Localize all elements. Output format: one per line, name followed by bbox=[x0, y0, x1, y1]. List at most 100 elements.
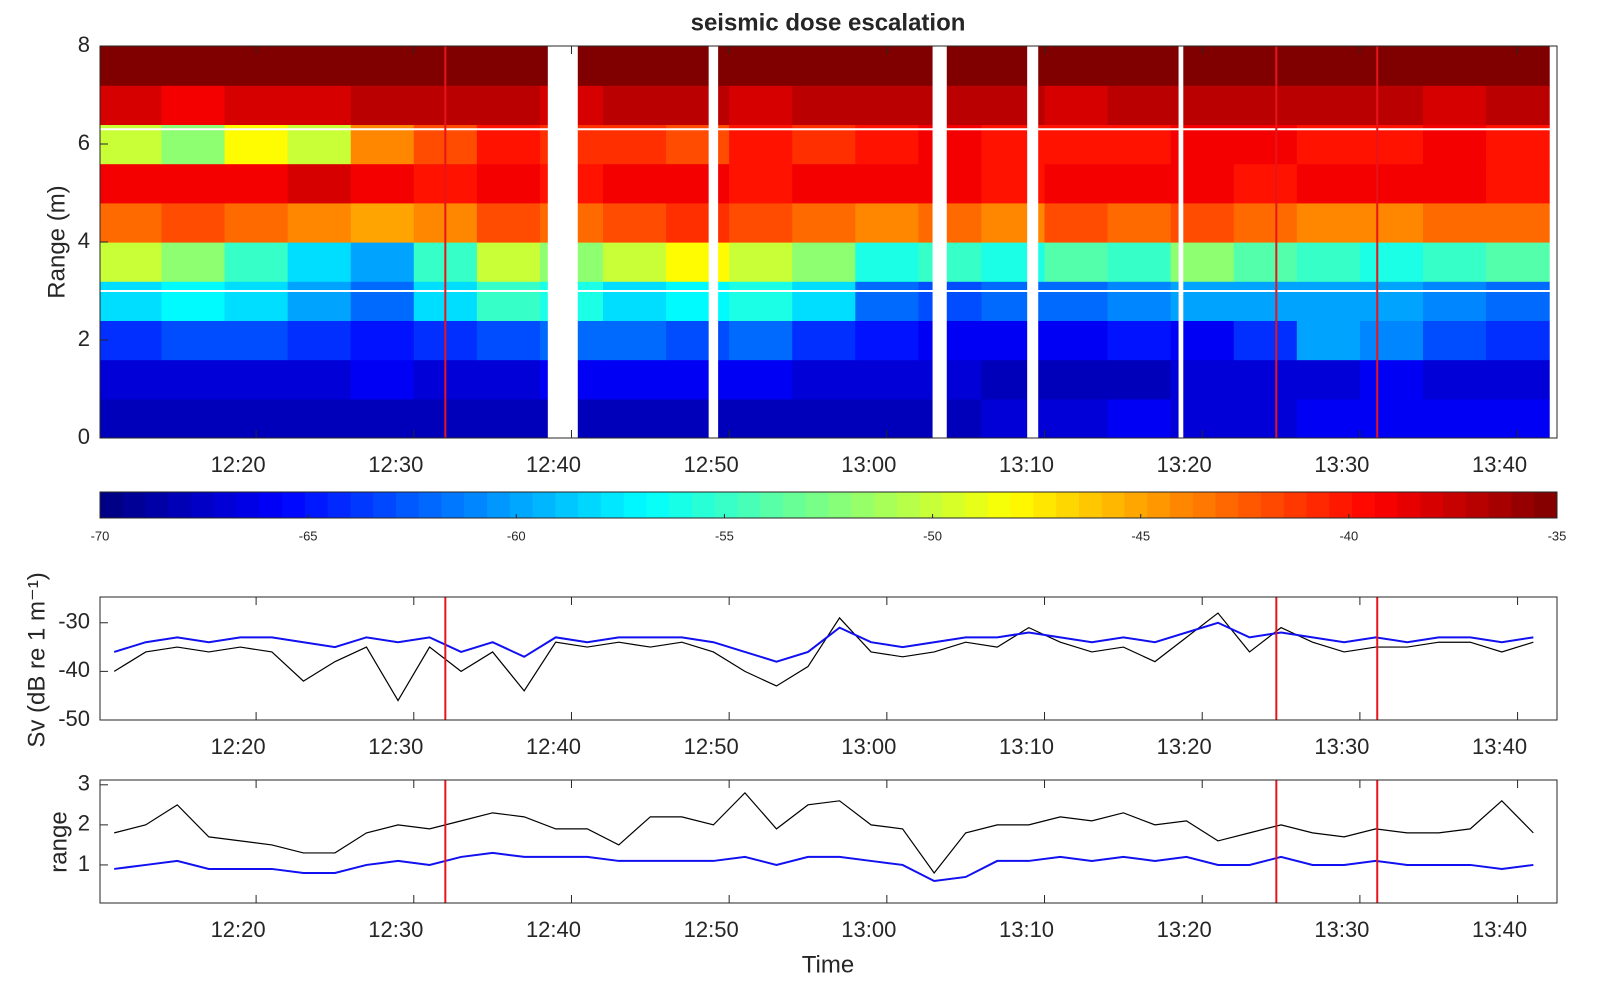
x-tick-label: 13:00 bbox=[841, 734, 896, 759]
colorbar-segment bbox=[1329, 492, 1353, 518]
y-tick-label: 8 bbox=[78, 32, 90, 57]
axes-frame bbox=[99, 779, 1558, 904]
heatmap-cell bbox=[603, 281, 667, 321]
heatmap-cell bbox=[1422, 124, 1487, 165]
heatmap-cell bbox=[792, 398, 856, 438]
heatmap-cell bbox=[1486, 163, 1550, 204]
heatmap-cell bbox=[1296, 320, 1361, 361]
data-gap bbox=[547, 46, 578, 438]
heatmap-cell bbox=[666, 163, 730, 204]
heatmap-cell bbox=[1486, 202, 1550, 243]
colorbar-segment bbox=[1033, 492, 1057, 518]
colorbar-tick-label: -35 bbox=[1548, 528, 1567, 543]
heatmap-cell bbox=[1233, 398, 1298, 438]
heatmap-cell bbox=[350, 124, 415, 165]
colorbar-segment bbox=[1306, 492, 1330, 518]
x-tick-label: 12:40 bbox=[526, 452, 581, 477]
heatmap-cell bbox=[729, 202, 793, 243]
heatmap-cell bbox=[666, 85, 730, 125]
heatmap-cell bbox=[1233, 124, 1298, 165]
colorbar-segment bbox=[145, 492, 169, 518]
colorbar-segment bbox=[191, 492, 215, 518]
colorbar-tick-label: -55 bbox=[715, 528, 734, 543]
colorbar-segment bbox=[691, 492, 716, 518]
heatmap-cell bbox=[1044, 202, 1109, 243]
heatmap-cell bbox=[666, 46, 730, 86]
heatmap-cell bbox=[1486, 281, 1550, 321]
heatmap-cell bbox=[666, 242, 730, 282]
heatmap-cell bbox=[1044, 320, 1109, 361]
heatmap-cell bbox=[792, 202, 856, 243]
x-tick-label: 12:20 bbox=[211, 917, 266, 942]
heatmap-cell bbox=[1422, 85, 1487, 125]
heatmap-cell bbox=[1422, 202, 1487, 243]
heatmap-cell bbox=[1359, 85, 1424, 125]
heatmap-cell bbox=[350, 46, 415, 86]
colorbar-tick-label: -65 bbox=[299, 528, 318, 543]
colorbar-segment bbox=[1283, 492, 1308, 518]
y-axis-label: range bbox=[45, 811, 72, 872]
colorbar-segment bbox=[1374, 492, 1399, 518]
heatmap-cell bbox=[1422, 46, 1487, 86]
x-tick-label: 13:10 bbox=[999, 917, 1054, 942]
x-tick-label: 12:30 bbox=[368, 734, 423, 759]
heatmap-cell bbox=[792, 85, 856, 125]
x-tick-label: 13:40 bbox=[1472, 917, 1527, 942]
heatmap-cell bbox=[729, 163, 793, 204]
heatmap-cell bbox=[350, 398, 415, 438]
heatmap-cell bbox=[729, 46, 793, 86]
x-tick-label: 12:40 bbox=[526, 734, 581, 759]
heatmap-cell bbox=[1422, 320, 1487, 361]
heatmap-cell bbox=[1044, 242, 1109, 282]
axes-frame bbox=[99, 596, 1558, 721]
heatmap-cell bbox=[287, 163, 352, 204]
heatmap-cell bbox=[603, 320, 667, 361]
colorbar-segment bbox=[282, 492, 306, 518]
heatmap-cell bbox=[1233, 242, 1298, 282]
heatmap-cell bbox=[1296, 242, 1361, 282]
chart-title: seismic dose escalation bbox=[691, 9, 966, 36]
heatmap-cell bbox=[792, 359, 856, 400]
heatmap-cell bbox=[603, 202, 667, 243]
colorbar-segment bbox=[1101, 492, 1125, 518]
colorbar-segment bbox=[714, 492, 738, 518]
data-gap bbox=[708, 46, 719, 438]
x-tick-label: 12:20 bbox=[211, 452, 266, 477]
y-tick-label: 3 bbox=[78, 771, 90, 796]
heatmap-cell bbox=[100, 85, 163, 125]
colorbar-segment bbox=[1352, 492, 1376, 518]
heatmap-cell bbox=[100, 163, 163, 204]
heatmap-cell bbox=[729, 85, 793, 125]
heatmap-cell bbox=[100, 242, 163, 282]
heatmap-cell bbox=[792, 242, 856, 282]
heatmap-cell bbox=[603, 85, 667, 125]
heatmap-cell bbox=[1233, 320, 1298, 361]
heatmap-cell bbox=[224, 124, 289, 165]
x-tick-label: 13:10 bbox=[999, 734, 1054, 759]
heatmap-cell bbox=[1107, 359, 1172, 400]
heatmap-cell bbox=[476, 398, 541, 438]
colorbar-segment bbox=[509, 492, 534, 518]
heatmap-cell bbox=[603, 46, 667, 86]
heatmap-cell bbox=[350, 281, 415, 321]
heatmap-cell bbox=[729, 359, 793, 400]
heatmap-cell bbox=[1233, 46, 1298, 86]
y-tick-label: 0 bbox=[78, 424, 90, 449]
heatmap-cell bbox=[729, 320, 793, 361]
heatmap-cell bbox=[224, 202, 289, 243]
x-tick-label: 12:50 bbox=[684, 734, 739, 759]
colorbar-segment bbox=[464, 492, 488, 518]
heatmap-cell bbox=[666, 124, 730, 165]
x-tick-label: 13:00 bbox=[841, 452, 896, 477]
x-tick-label: 12:50 bbox=[684, 452, 739, 477]
heatmap-cell bbox=[287, 124, 352, 165]
heatmap-cell bbox=[476, 46, 541, 86]
heatmap-cell bbox=[287, 281, 352, 321]
heatmap-cell bbox=[1296, 85, 1361, 125]
heatmap-cell bbox=[224, 242, 289, 282]
heatmap-cell bbox=[1422, 163, 1487, 204]
heatmap-cell bbox=[918, 320, 983, 361]
heatmap-cell bbox=[666, 359, 730, 400]
x-tick-label: 13:10 bbox=[999, 452, 1054, 477]
heatmap-cell bbox=[855, 202, 919, 243]
